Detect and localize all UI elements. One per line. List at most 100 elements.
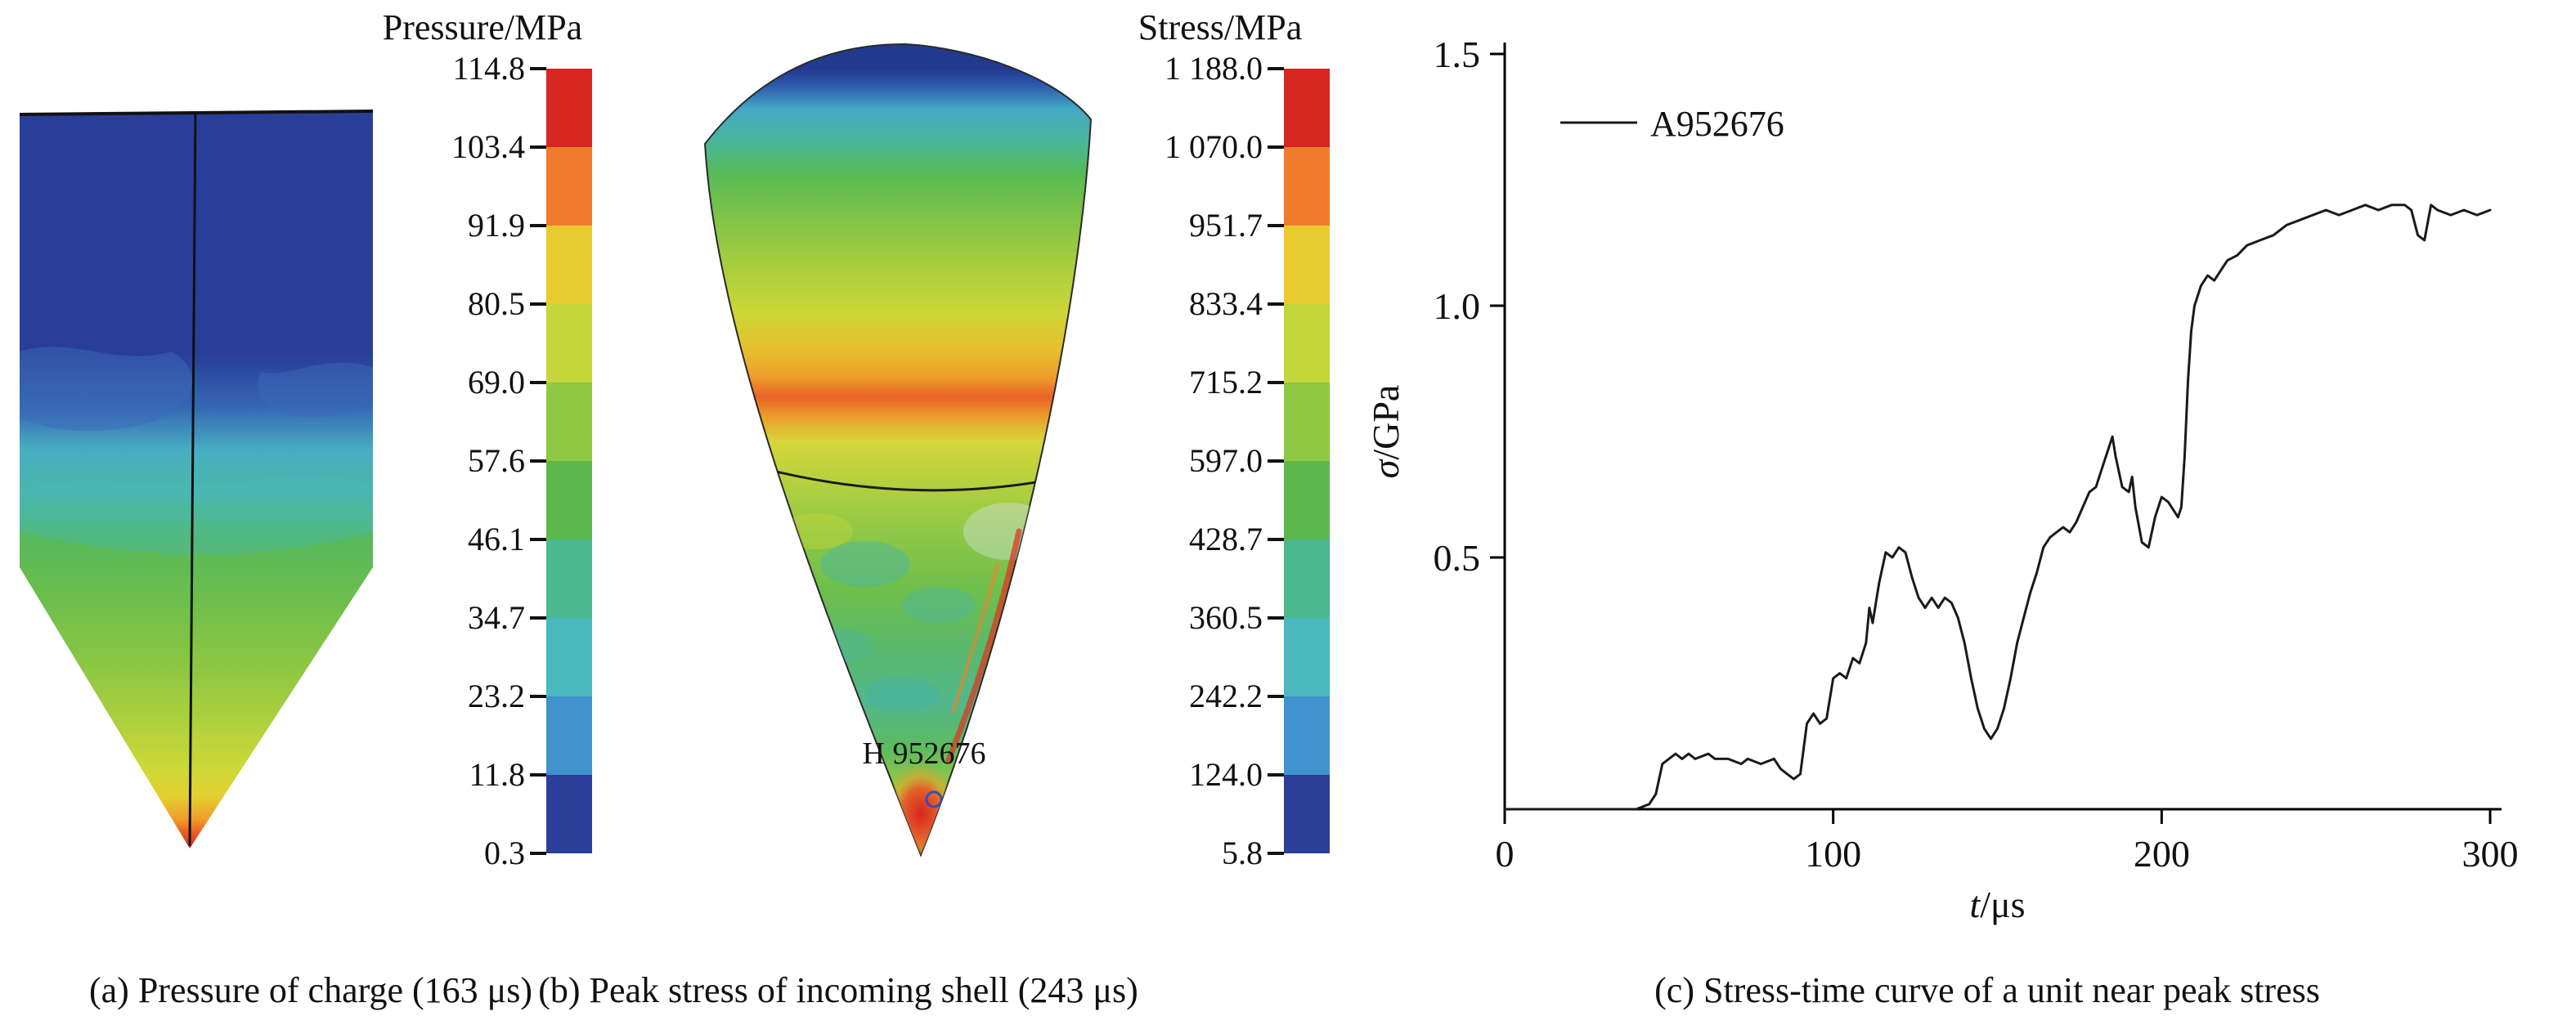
colorbar-tick-label: 46.1: [468, 521, 525, 557]
colorbar-tick-mark: [530, 616, 546, 620]
colorbar-tick-mark: [1268, 538, 1284, 541]
colorbar-segment: [546, 539, 592, 618]
pressure-colorbar-bar: [546, 69, 592, 853]
contour-patch: [20, 347, 193, 432]
charge-body: [20, 111, 373, 848]
stress-time-chart: 0 100 200 300 0.5 1.0 1.5 t/μs σ/GPa A952676: [1365, 34, 2519, 925]
colorbar-tick-mark: [530, 302, 546, 306]
colorbar-tick-mark: [1268, 773, 1284, 777]
colorbar-segment: [1284, 226, 1330, 304]
pressure-colorbar-title: Pressure/MPa: [382, 7, 583, 47]
colorbar-segment: [1284, 461, 1330, 539]
colorbar-tick-label: 5.8: [1222, 835, 1263, 871]
colorbar-tick-label: 428.7: [1189, 521, 1263, 557]
contour-patch: [902, 587, 976, 623]
colorbar-tick-label: 34.7: [468, 599, 525, 636]
stress-colorbar-bar: [1284, 69, 1330, 853]
charge-top-edge: [19, 110, 374, 116]
colorbar-tick-mark: [530, 695, 546, 698]
charge-centerline: [188, 112, 197, 847]
contour-patch: [808, 629, 873, 662]
contour-patch: [257, 362, 373, 418]
colorbar-segment: [1284, 383, 1330, 461]
colorbar-segment: [1284, 775, 1330, 853]
colorbar-tick-label: 11.8: [469, 756, 525, 793]
colorbar-tick-mark: [1268, 145, 1284, 149]
caption-panel-a: (a) Pressure of charge (163 μs): [88, 970, 533, 1010]
colorbar-tick-label: 91.9: [468, 207, 525, 244]
tip-hotspot: [883, 763, 958, 855]
colorbar-tick-mark: [1268, 616, 1284, 620]
colorbar-tick-mark: [1268, 67, 1284, 70]
stress-streak: [951, 562, 1000, 714]
colorbar-tick-label: 597.0: [1189, 442, 1263, 479]
colorbar-segment: [546, 69, 592, 147]
colorbar-tick-mark: [530, 852, 546, 855]
y-tick-label: 1.0: [1434, 285, 1481, 327]
colorbar-tick-mark: [1268, 224, 1284, 227]
colorbar-tick-label: 1 188.0: [1165, 50, 1263, 87]
colorbar-tick-label: 124.0: [1189, 756, 1263, 793]
contour-patch: [779, 513, 853, 549]
stress-time-curve: [1503, 204, 2492, 811]
x-tick-label: 200: [2134, 833, 2190, 875]
caption-panel-b: (b) Peak stress of incoming shell (243 μ…: [538, 970, 1138, 1010]
colorbar-tick-mark: [1268, 459, 1284, 463]
contour-patch: [820, 541, 910, 587]
x-tick-label: 100: [1805, 833, 1861, 875]
colorbar-segment: [1284, 304, 1330, 383]
stress-contour-plot: H 952676: [703, 43, 1093, 857]
colorbar-tick-label: 103.4: [451, 128, 525, 165]
pressure-colorbar: Pressure/MPa 114.8 103.4 91.9 80.5 69.0 57.6 4…: [368, 7, 597, 881]
colorbar-tick-mark: [1268, 381, 1284, 384]
colorbar-segment: [546, 226, 592, 304]
colorbar-tick-label: 715.2: [1189, 364, 1263, 401]
pressure-contour-plot: [19, 110, 374, 848]
charge-contour-patches: [20, 347, 373, 555]
colorbar-segment: [1284, 696, 1330, 775]
contour-patch: [20, 475, 373, 555]
colorbar-tick-mark: [1268, 302, 1284, 306]
colorbar-segment: [1284, 69, 1330, 147]
colorbar-tick-label: 69.0: [468, 364, 525, 401]
colorbar-tick-mark: [530, 381, 546, 384]
colorbar-tick-mark: [530, 67, 546, 70]
colorbar-tick-label: 0.3: [484, 835, 525, 871]
x-tick-label: 300: [2462, 833, 2519, 875]
colorbar-tick-label: 114.8: [452, 50, 525, 87]
element-marker: [925, 790, 943, 808]
element-annotation-label: H 952676: [863, 736, 986, 771]
colorbar-segment: [546, 461, 592, 539]
colorbar-segment: [1284, 539, 1330, 618]
stress-colorbar-title: Stress/MPa: [1138, 7, 1303, 47]
colorbar-tick-label: 833.4: [1189, 285, 1263, 322]
colorbar-segment: [546, 775, 592, 853]
x-axis-label: t/μs: [1969, 884, 2025, 925]
colorbar-tick-mark: [530, 145, 546, 149]
colorbar-tick-mark: [530, 538, 546, 541]
colorbar-segment: [546, 618, 592, 696]
legend-label: A952676: [1650, 104, 1784, 144]
y-axis-label: σ/GPa: [1365, 385, 1407, 479]
colorbar-segment: [546, 304, 592, 383]
colorbar-tick-mark: [530, 224, 546, 227]
colorbar-segment: [546, 147, 592, 226]
colorbar-tick-mark: [530, 773, 546, 777]
colorbar-tick-label: 80.5: [468, 285, 525, 322]
colorbar-tick-label: 951.7: [1189, 207, 1263, 244]
colorbar-tick-mark: [530, 459, 546, 463]
colorbar-tick-label: 23.2: [468, 678, 525, 714]
stress-streak: [945, 528, 1022, 763]
colorbar-tick-label: 242.2: [1189, 678, 1263, 714]
contour-patch: [963, 503, 1053, 560]
colorbar-segment: [546, 696, 592, 775]
axis-spines: [1503, 43, 2502, 811]
colorbar-tick-mark: [1268, 852, 1284, 855]
colorbar-tick-label: 57.6: [468, 442, 525, 479]
colorbar-tick-label: 360.5: [1189, 599, 1263, 636]
y-tick-label: 0.5: [1434, 537, 1481, 579]
colorbar-segment: [1284, 147, 1330, 226]
stress-colorbar: Stress/MPa 1 188.0 1 070.0 951.7 833.4 715.2…: [1106, 7, 1335, 881]
colorbar-tick-mark: [1268, 695, 1284, 698]
